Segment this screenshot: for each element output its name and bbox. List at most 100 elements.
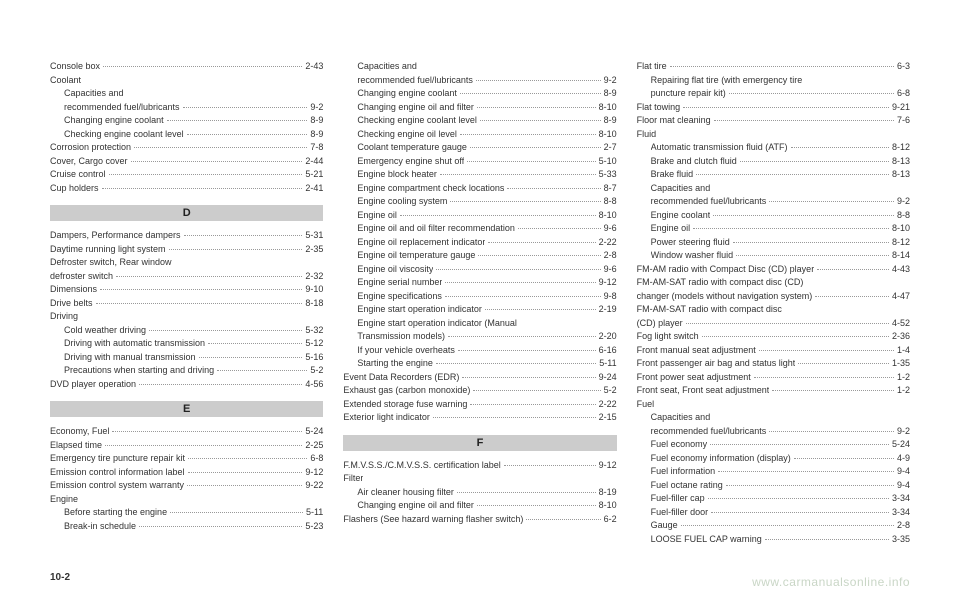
entry-label: Changing engine oil and filter: [357, 499, 474, 513]
index-entry: Defroster switch, Rear window: [50, 256, 323, 270]
index-entry: Window washer fluid8-14: [637, 249, 910, 263]
leader-dots: [485, 309, 596, 310]
entry-page: 5-12: [305, 337, 323, 351]
entry-label: Transmission models): [357, 330, 445, 344]
entry-label: Driving: [50, 310, 78, 324]
index-entry: Fuel: [637, 398, 910, 412]
entry-label: Checking engine oil level: [357, 128, 457, 142]
index-entry: Elapsed time2-25: [50, 439, 323, 453]
index-entry: Exhaust gas (carbon monoxide)5-2: [343, 384, 616, 398]
entry-page: 4-9: [897, 452, 910, 466]
index-entry: Cup holders2-41: [50, 182, 323, 196]
entry-page: 8-10: [599, 499, 617, 513]
index-entry: Filter: [343, 472, 616, 486]
entry-label: Drive belts: [50, 297, 93, 311]
entry-page: 3-35: [892, 533, 910, 547]
entry-page: 2-15: [599, 411, 617, 425]
index-entry: Break-in schedule5-23: [50, 520, 323, 534]
entry-page: 2-44: [305, 155, 323, 169]
leader-dots: [488, 242, 595, 243]
entry-page: 6-3: [897, 60, 910, 74]
leader-dots: [112, 431, 302, 432]
leader-dots: [436, 363, 596, 364]
leader-dots: [708, 498, 889, 499]
entry-label: Console box: [50, 60, 100, 74]
leader-dots: [460, 93, 601, 94]
section-letter: E: [50, 401, 323, 417]
entry-label: If your vehicle overheats: [357, 344, 455, 358]
leader-dots: [736, 255, 889, 256]
leader-dots: [445, 282, 595, 283]
entry-label: Coolant temperature gauge: [357, 141, 467, 155]
entry-page: 8-9: [310, 114, 323, 128]
index-entry: Fog light switch2-36: [637, 330, 910, 344]
leader-dots: [96, 303, 303, 304]
index-entry: Front seat, Front seat adjustment1-2: [637, 384, 910, 398]
leader-dots: [183, 107, 308, 108]
entry-page: 2-7: [604, 141, 617, 155]
entry-label: Engine cooling system: [357, 195, 447, 209]
entry-page: 8-19: [599, 486, 617, 500]
leader-dots: [670, 66, 894, 67]
entry-label: Cup holders: [50, 182, 99, 196]
entry-page: 7-6: [897, 114, 910, 128]
entry-label: Fuel-filler cap: [651, 492, 705, 506]
index-entry: Engine cooling system8-8: [343, 195, 616, 209]
leader-dots: [477, 107, 596, 108]
entry-label: Changing engine oil and filter: [357, 101, 474, 115]
entry-label: Fuel information: [651, 465, 716, 479]
entry-label: Elapsed time: [50, 439, 102, 453]
entry-label: recommended fuel/lubricants: [651, 425, 767, 439]
entry-page: 1-2: [897, 384, 910, 398]
entry-label: Engine oil: [357, 209, 397, 223]
entry-label: Engine: [50, 493, 78, 507]
entry-page: 1-4: [897, 344, 910, 358]
entry-page: 4-56: [305, 378, 323, 392]
entry-page: 9-12: [305, 466, 323, 480]
entry-page: 9-22: [305, 479, 323, 493]
entry-page: 9-2: [897, 425, 910, 439]
leader-dots: [217, 370, 307, 371]
leader-dots: [116, 276, 302, 277]
entry-page: 8-13: [892, 155, 910, 169]
index-entry: Changing engine oil and filter 8-10: [343, 499, 616, 513]
entry-page: 4-47: [892, 290, 910, 304]
entry-label: FM-AM-SAT radio with compact disc: [637, 303, 782, 317]
leader-dots: [109, 174, 303, 175]
entry-label: Starting the engine: [357, 357, 433, 371]
entry-label: Fuel octane rating: [651, 479, 723, 493]
entry-page: 6-8: [310, 452, 323, 466]
entry-page: 8-13: [892, 168, 910, 182]
leader-dots: [470, 147, 601, 148]
index-entry: FM-AM radio with Compact Disc (CD) playe…: [637, 263, 910, 277]
entry-page: 5-16: [305, 351, 323, 365]
leader-dots: [477, 505, 596, 506]
entry-label: Checking engine coolant level: [64, 128, 184, 142]
entry-label: Driving with automatic transmission: [64, 337, 205, 351]
entry-page: 8-10: [599, 101, 617, 115]
entry-label: Fuel economy information (display): [651, 452, 791, 466]
entry-label: Floor mat cleaning: [637, 114, 711, 128]
entry-label: Filter: [343, 472, 363, 486]
leader-dots: [103, 66, 302, 67]
index-entry: Changing engine coolant8-9: [50, 114, 323, 128]
leader-dots: [458, 350, 596, 351]
entry-label: Engine oil: [651, 222, 691, 236]
index-entry: Floor mat cleaning 7-6: [637, 114, 910, 128]
entry-label: Dampers, Performance dampers: [50, 229, 181, 243]
leader-dots: [187, 485, 302, 486]
index-entry: Engine start operation indicator2-19: [343, 303, 616, 317]
index-entry: Power steering fluid8-12: [637, 236, 910, 250]
leader-dots: [188, 458, 307, 459]
entry-label: recommended fuel/lubricants: [357, 74, 473, 88]
index-entry: Fuel-filler cap3-34: [637, 492, 910, 506]
entry-page: 5-2: [604, 384, 617, 398]
leader-dots: [470, 404, 595, 405]
leader-dots: [436, 269, 600, 270]
leader-dots: [693, 228, 889, 229]
index-entry: Air cleaner housing filter8-19: [343, 486, 616, 500]
index-entry: Flat tire6-3: [637, 60, 910, 74]
index-entry: Precautions when starting and driving5-2: [50, 364, 323, 378]
index-entry: Emergency tire puncture repair kit6-8: [50, 452, 323, 466]
leader-dots: [681, 525, 894, 526]
